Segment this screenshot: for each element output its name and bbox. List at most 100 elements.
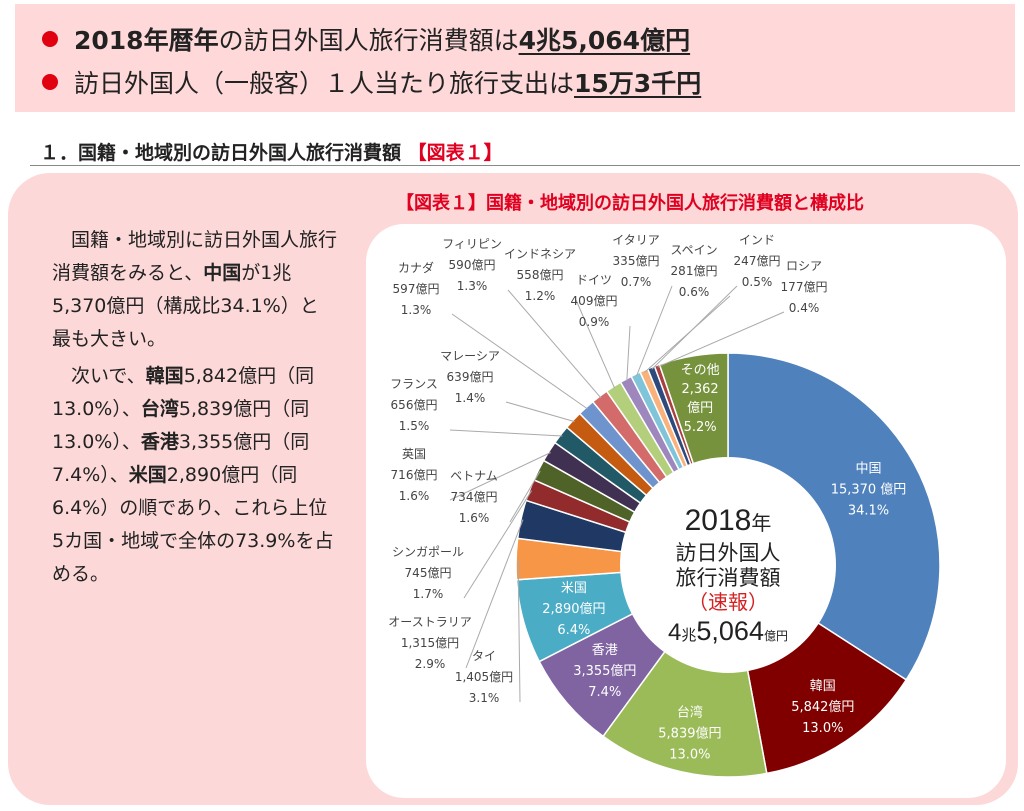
slice-label-2: 13.0%	[802, 721, 843, 736]
slice-label-2: 韓国	[810, 679, 836, 694]
slice-label-8: シンガポール	[392, 545, 464, 559]
figure-reference: 【図表１】	[407, 142, 503, 164]
summary-line-per-person: 訪日外国人（一般客）１人当たり旅行支出は15万3千円	[42, 64, 701, 100]
leader-line-15	[575, 299, 616, 389]
slice-label-8: 745億円	[405, 566, 452, 580]
slice-label-18: スペイン	[670, 243, 717, 257]
slice-label-19: 0.5%	[742, 275, 773, 289]
chart-title: 【図表１】国籍・地域別の訪日外国人旅行消費額と構成比	[396, 193, 864, 214]
slice-label-19: インド	[739, 233, 775, 247]
slice-label-15: 558億円	[517, 268, 564, 282]
section-heading-text: １．国籍・地域別の訪日外国人旅行消費額	[40, 142, 402, 164]
slice-label-5: 6.4%	[557, 623, 590, 638]
slice-label-6: タイ	[472, 649, 496, 663]
slice-label-5: 2,890億円	[542, 601, 605, 617]
paragraph-text: 国籍・地域別に訪日外国人旅行消費額をみると、	[52, 229, 338, 284]
slice-label-7: オーストラリア	[388, 615, 471, 629]
slice-label-10: 716億円	[391, 468, 438, 482]
slice-label-4: 7.4%	[588, 685, 621, 700]
slice-label-6: 3.1%	[469, 691, 500, 705]
slice-label-19: 247億円	[734, 254, 781, 268]
leader-line-13	[451, 313, 588, 410]
section-underline	[30, 165, 1020, 166]
slice-label-21: 億円	[687, 400, 713, 416]
slice-label-7: 1,315億円	[401, 636, 459, 650]
slice-label-11: 1.5%	[399, 419, 430, 433]
leader-line-10	[449, 452, 551, 501]
leader-line-6	[517, 559, 521, 703]
paragraph-text: 5,839億円（同13.0%）、	[52, 398, 310, 453]
center-preliminary: （速報）	[688, 590, 768, 614]
slice-label-16: 409億円	[571, 294, 618, 308]
center-year: 2018年	[685, 504, 772, 537]
leader-line-7	[465, 519, 524, 669]
summary-line-total: 2018年暦年の訪日外国人旅行消費額は4兆5,064億円	[42, 21, 690, 57]
slice-label-15: 1.2%	[525, 289, 556, 303]
slice-label-1: 中国	[855, 461, 881, 476]
slice-label-10: 英国	[402, 447, 426, 461]
paragraph-text: 2,890億円（同6.4%）の順であり、これら上位5カ国・地域で全体の73.9%…	[52, 464, 334, 585]
slice-label-17: 335億円	[613, 254, 660, 268]
leader-line-16	[626, 325, 631, 382]
slice-label-6: 1,405億円	[455, 670, 513, 684]
slice-label-3: 13.0%	[669, 748, 710, 763]
slice-label-18: 281億円	[671, 264, 718, 278]
slice-label-3: 5,839億円	[658, 726, 721, 742]
slice-label-12: 639億円	[447, 370, 494, 384]
paragraph-country: 中国	[203, 262, 242, 284]
slice-label-10: 1.6%	[399, 489, 430, 503]
slice-label-4: 香港	[592, 643, 618, 658]
paragraph-country: 台湾	[140, 398, 179, 420]
slice-label-5: 米国	[561, 581, 587, 596]
slice-label-15: インドネシア	[504, 247, 576, 261]
slice-label-8: 1.7%	[413, 587, 444, 601]
slice-label-13: 1.3%	[401, 303, 432, 317]
paragraph-text: 3,355億円（同7.4%）、	[52, 431, 310, 486]
slice-label-4: 3,355億円	[573, 663, 636, 679]
summary-per-person-value: 15万3千円	[574, 69, 702, 98]
slice-label-21: 2,362	[681, 382, 718, 397]
paragraph-text: 5,842億円（同13.0%）、	[52, 365, 315, 420]
leader-line-11	[449, 429, 563, 437]
slice-label-11: フランス	[390, 377, 438, 391]
paragraph-text: 次いで、	[71, 365, 146, 387]
slice-label-20: 177億円	[781, 280, 828, 294]
leader-line-17	[636, 285, 673, 377]
paragraph-china: 国籍・地域別に訪日外国人旅行消費額をみると、中国が1兆5,370億円（構成比34…	[52, 224, 337, 356]
slice-label-17: 0.7%	[621, 275, 652, 289]
slice-label-11: 656億円	[391, 398, 438, 412]
slice-label-2: 5,842億円	[791, 699, 854, 715]
leader-line-20	[657, 311, 785, 368]
slice-label-12: マレーシア	[440, 349, 500, 363]
center-total: 4兆5,064億円	[668, 616, 788, 646]
summary-banner	[15, 4, 1015, 112]
slice-label-13: 597億円	[393, 282, 440, 296]
center-label-2: 旅行消費額	[676, 566, 781, 590]
leader-line-12	[505, 401, 575, 423]
slice-label-20: 0.4%	[789, 301, 820, 315]
slice-label-1: 15,370 億円	[831, 481, 907, 497]
center-label-1: 訪日外国人	[676, 541, 781, 565]
paragraph-country: 米国	[128, 464, 167, 486]
paragraph-top5: 次いで、韓国5,842億円（同13.0%）、台湾5,839億円（同13.0%）、…	[52, 360, 337, 591]
slice-label-18: 0.6%	[679, 285, 710, 299]
slice-label-17: イタリア	[612, 233, 660, 247]
slice-label-9: 734億円	[451, 490, 498, 504]
summary-text-2: 訪日外国人（一般客）１人当たり旅行支出は	[74, 69, 575, 98]
leader-line-19	[651, 285, 738, 370]
leader-line-8	[463, 490, 533, 599]
slice-label-21: 5.2%	[684, 420, 717, 435]
slice-label-16: ドイツ	[576, 273, 612, 287]
slice-label-21: その他	[681, 363, 720, 378]
slice-label-16: 0.9%	[579, 315, 610, 329]
summary-text: の訪日外国人旅行消費額は	[218, 26, 519, 55]
paragraph-text: が1兆5,370億円（構成比34.1%）と最も大きい。	[52, 262, 319, 350]
summary-total-value: 4兆5,064億円	[518, 26, 691, 55]
slice-label-9: 1.6%	[459, 511, 490, 525]
slice-label-20: ロシア	[786, 259, 822, 273]
summary-year: 2018年暦年	[74, 26, 219, 55]
slice-label-1: 34.1%	[848, 503, 889, 518]
slice-label-14: 1.3%	[457, 279, 488, 293]
paragraph-country: 香港	[140, 431, 179, 453]
slice-label-13: カナダ	[398, 260, 434, 275]
